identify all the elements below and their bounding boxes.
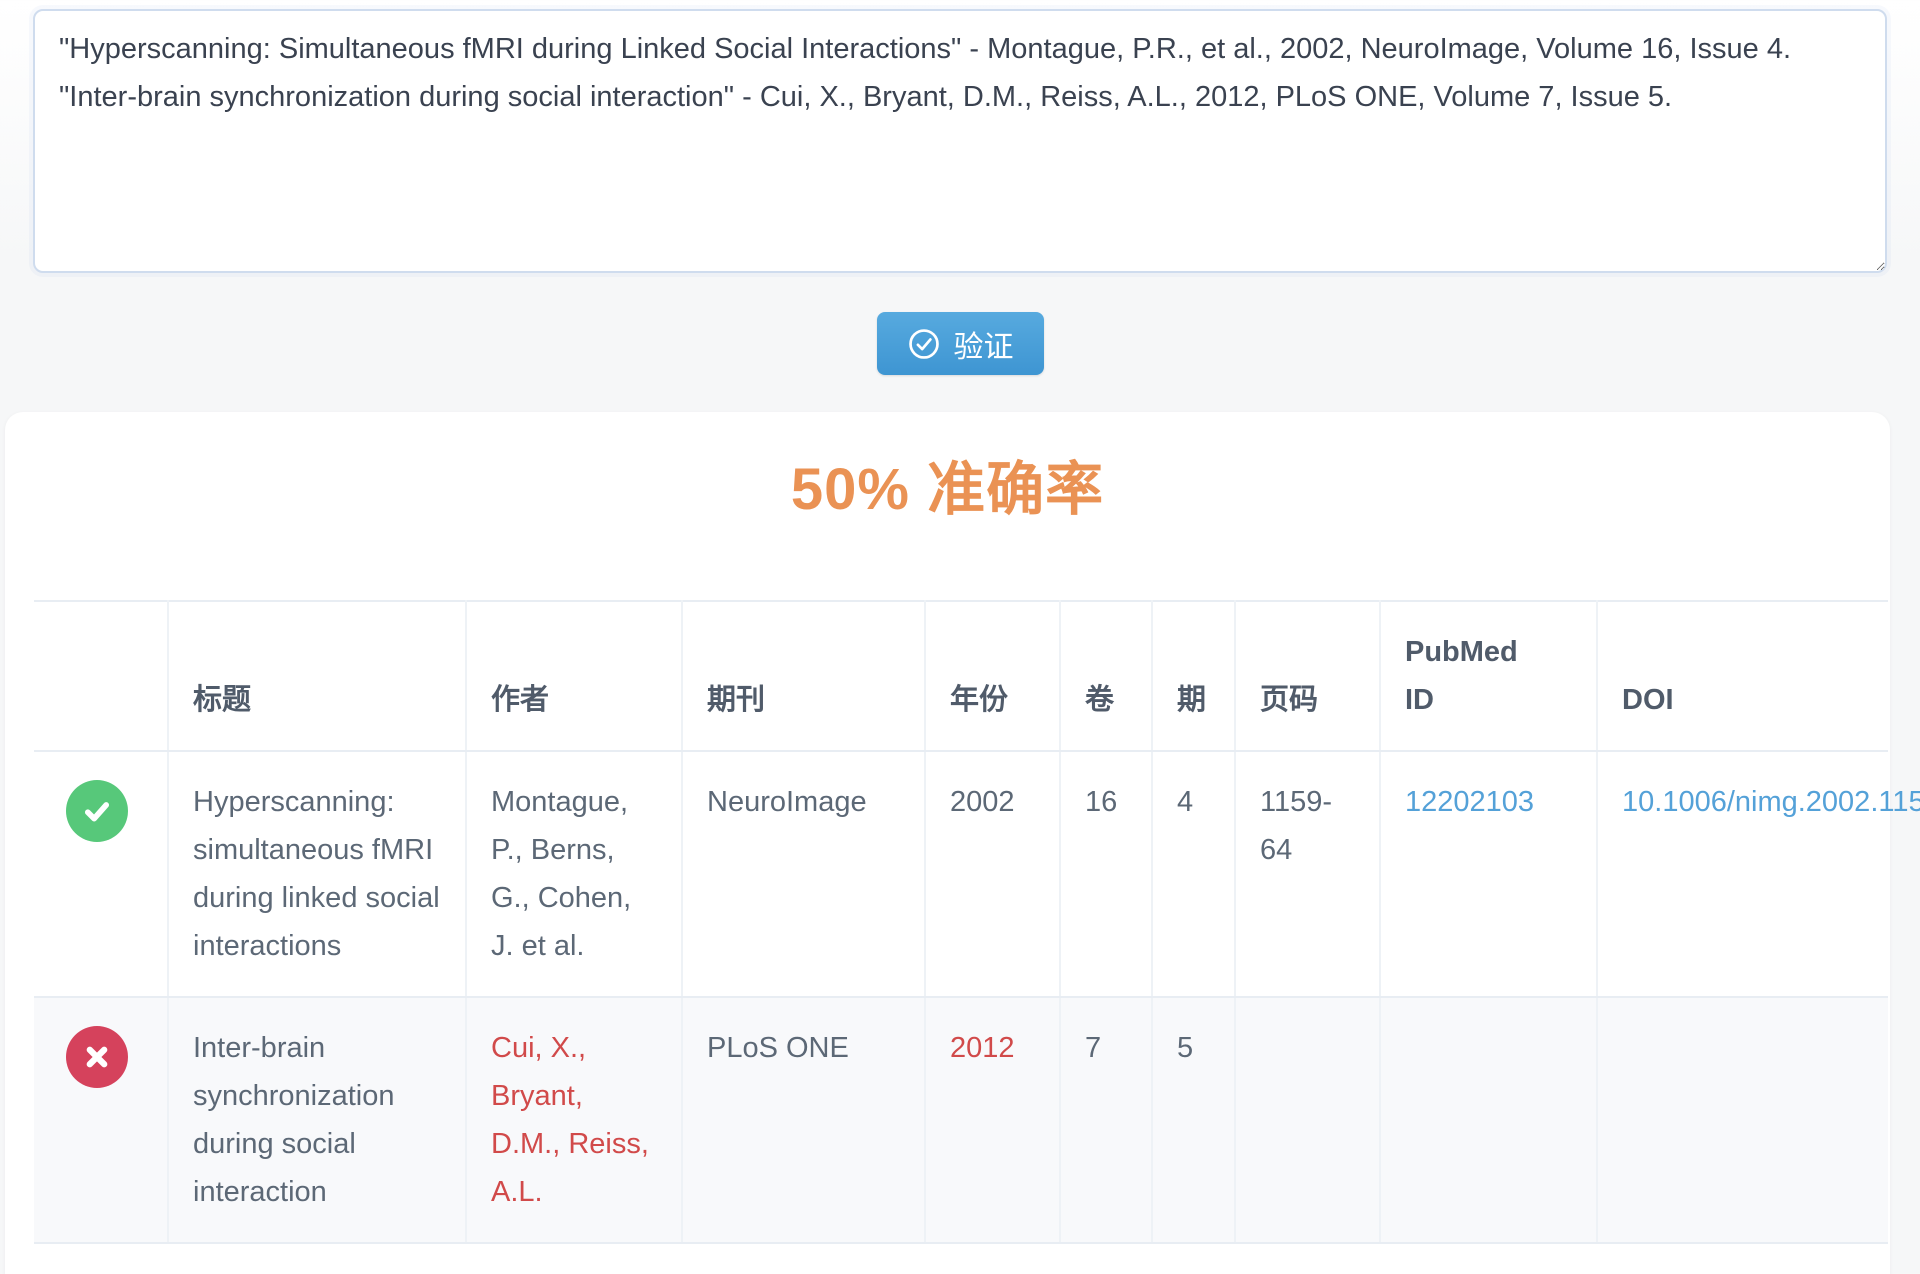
pubmed-id-cell: 12202103 [1379, 751, 1597, 998]
table-header-row: 标题 作者 期刊 年份 卷 期 页码 PubMed ID DOI [34, 601, 1888, 752]
verify-button-row: 验证 [0, 312, 1920, 375]
col-header-pages: 页码 [1234, 601, 1380, 752]
authors-cell: Montague, P., Berns, G., Cohen, J. et al… [465, 751, 682, 998]
pubmed-id-link[interactable]: 12202103 [1405, 786, 1535, 818]
pages-cell [1234, 997, 1380, 1244]
citation-input-section: "Hyperscanning: Simultaneous fMRI during… [0, 0, 1920, 273]
status-badge [66, 1026, 128, 1088]
journal-cell: NeuroImage [681, 751, 925, 998]
col-header-journal: 期刊 [681, 601, 925, 752]
status-cell [34, 751, 168, 998]
col-header-authors: 作者 [465, 601, 682, 752]
journal-cell: PLoS ONE [681, 997, 925, 1244]
col-header-doi: DOI [1596, 601, 1888, 752]
verify-button-label: 验证 [953, 330, 1014, 364]
x-icon [86, 1046, 108, 1068]
pages-cell: 1159-64 [1234, 751, 1380, 998]
table-row-citation-2: Inter-brain synchronization during socia… [34, 997, 1888, 1244]
citations-textarea[interactable]: "Hyperscanning: Simultaneous fMRI during… [33, 9, 1887, 273]
authors-cell: Cui, X., Bryant, D.M., Reiss, A.L. [465, 997, 682, 1244]
title-cell: Inter-brain synchronization during socia… [167, 997, 466, 1244]
results-table: 标题 作者 期刊 年份 卷 期 页码 PubMed ID DOI [34, 600, 1920, 1244]
col-header-pubmed-id: PubMed ID [1379, 601, 1597, 752]
year-cell: 2012 [924, 997, 1060, 1244]
col-header-year: 年份 [924, 601, 1060, 752]
volume-cell: 16 [1059, 751, 1152, 998]
pubmed-id-cell [1379, 997, 1597, 1244]
verify-button[interactable]: 验证 [876, 312, 1044, 375]
col-header-issue: 期 [1151, 601, 1235, 752]
status-cell [34, 997, 168, 1244]
col-header-status [34, 601, 168, 752]
col-header-volume: 卷 [1059, 601, 1152, 752]
check-icon [84, 802, 110, 822]
doi-link[interactable]: 10.1006/nimg.2002.1150 [1622, 786, 1920, 818]
status-badge [66, 780, 128, 842]
doi-cell: 10.1006/nimg.2002.1150 [1596, 751, 1920, 998]
volume-cell: 7 [1059, 997, 1152, 1244]
check-circle-icon [908, 328, 939, 359]
results-card: 50% 准确率 标题 作者 期刊 年份 卷 期 页码 PubMed ID DOI [5, 412, 1920, 1274]
issue-cell: 4 [1151, 751, 1235, 998]
title-cell: Hyperscanning: simultaneous fMRI during … [167, 751, 466, 998]
issue-cell: 5 [1151, 997, 1235, 1244]
year-cell: 2002 [924, 751, 1060, 998]
accuracy-heading: 50% 准确率 [790, 457, 1105, 522]
table-row-citation-1: Hyperscanning: simultaneous fMRI during … [34, 751, 1920, 998]
doi-cell [1596, 997, 1888, 1244]
col-header-title: 标题 [167, 601, 466, 752]
